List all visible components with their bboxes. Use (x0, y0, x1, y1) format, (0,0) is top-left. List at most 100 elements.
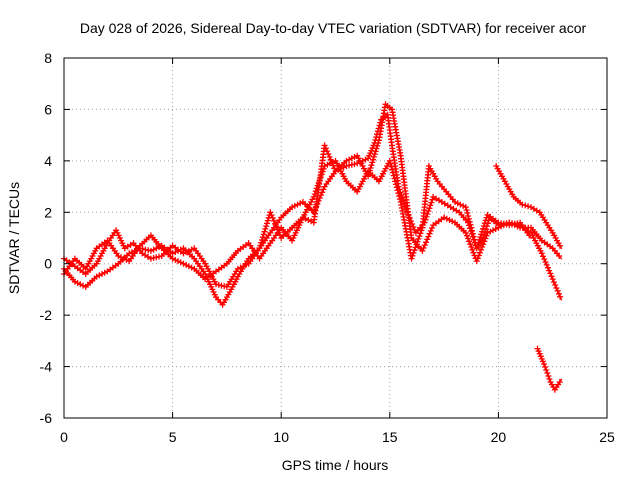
data-point (258, 239, 265, 246)
data-point (482, 217, 489, 224)
data-point (541, 256, 548, 263)
data-point (273, 223, 280, 230)
data-point (546, 267, 553, 274)
data-point (242, 262, 249, 268)
data-point (343, 157, 350, 164)
data-point (542, 259, 549, 265)
x-tick-label: 10 (273, 429, 289, 445)
data-point (325, 151, 332, 157)
data-point (421, 242, 428, 249)
data-point (483, 232, 490, 239)
data-point (413, 241, 420, 248)
y-tick-label: 0 (44, 256, 52, 272)
data-point (553, 285, 560, 291)
y-tick-labels: -6 -4 -2 0 2 4 6 8 (40, 50, 53, 426)
data-point (477, 234, 484, 241)
data-point (443, 215, 450, 222)
data-point (542, 364, 549, 370)
data-point (423, 239, 429, 246)
data-point (480, 223, 487, 229)
data-point (331, 165, 338, 172)
data-point (394, 187, 401, 194)
data-point (128, 249, 135, 256)
data-point (120, 255, 127, 262)
data-point (479, 228, 486, 235)
data-point (126, 250, 133, 257)
data-point (271, 217, 277, 224)
data-point (390, 172, 397, 179)
series-track-a (61, 111, 564, 308)
data-point (549, 276, 556, 283)
y-tick-label: 6 (44, 101, 52, 117)
y-tick-label: -4 (40, 359, 53, 375)
data-point (464, 210, 471, 216)
data-point (411, 247, 418, 254)
data-point (123, 256, 130, 263)
data-point (544, 370, 551, 376)
data-point (492, 226, 499, 232)
data-point (393, 184, 400, 191)
data-point (481, 220, 488, 227)
data-point (526, 232, 533, 239)
data-point (410, 250, 417, 256)
data-point (180, 260, 187, 267)
data-point (314, 182, 321, 189)
data-point (469, 230, 476, 237)
data-point (446, 217, 453, 223)
data-point (519, 201, 526, 208)
data-point (393, 181, 399, 188)
data-point (475, 252, 482, 259)
data-point (427, 227, 434, 234)
plot-frame (63, 57, 608, 419)
data-point (183, 262, 190, 268)
data-point (544, 264, 551, 271)
data-point (322, 145, 329, 152)
data-point (511, 220, 518, 227)
data-point (469, 227, 475, 234)
data-point (474, 255, 481, 262)
data-point (188, 246, 195, 253)
data-point (169, 255, 176, 262)
data-point (424, 211, 431, 217)
data-point (326, 153, 333, 160)
data-point (490, 227, 496, 234)
data-point (153, 245, 160, 252)
data-point (329, 159, 336, 166)
grid (64, 58, 607, 418)
data-point (147, 255, 154, 262)
y-axis-label: SDTVAR / TECUs (6, 182, 22, 294)
data-point (371, 151, 378, 158)
data-point (415, 235, 422, 242)
data-point (543, 261, 550, 268)
data-point (391, 175, 398, 182)
data-point (462, 204, 469, 211)
data-point (346, 162, 353, 169)
data-point (80, 282, 86, 289)
data-point (425, 208, 432, 215)
data-point (468, 244, 475, 250)
data-point (409, 252, 416, 259)
data-point (308, 218, 315, 225)
data-point (462, 229, 469, 236)
data-point (153, 254, 160, 261)
data-point (305, 217, 312, 223)
data-point (240, 263, 247, 270)
data-point (369, 159, 376, 166)
series-line (63, 160, 532, 280)
y-tick-label: 4 (44, 153, 52, 169)
data-point (396, 196, 403, 203)
series-track-c (61, 157, 533, 283)
data-point (417, 230, 424, 237)
data-point (418, 227, 425, 234)
series-track-b (61, 101, 563, 290)
data-point (481, 238, 488, 245)
data-point (467, 221, 474, 228)
x-tick-label: 5 (169, 429, 177, 445)
data-point (368, 162, 375, 169)
data-point (449, 218, 456, 225)
data-point (441, 214, 448, 221)
data-point (538, 250, 545, 257)
chart-title: Day 028 of 2026, Sidereal Day-to-day VTE… (80, 20, 587, 36)
data-point (557, 293, 564, 300)
